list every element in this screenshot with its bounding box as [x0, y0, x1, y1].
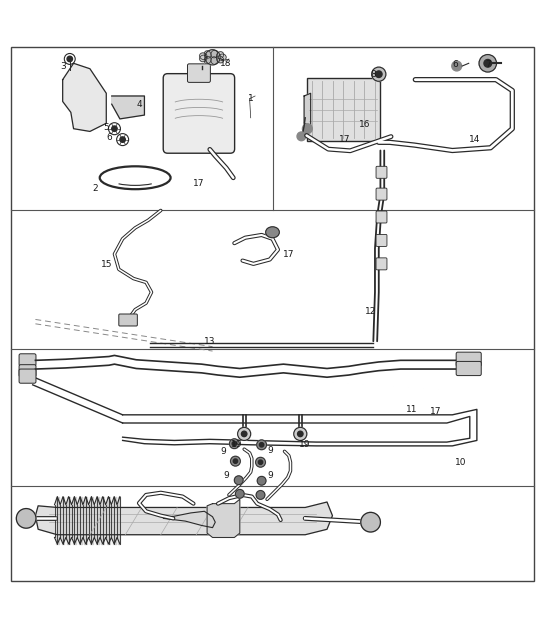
Circle shape: [16, 509, 36, 528]
Polygon shape: [35, 502, 332, 534]
Ellipse shape: [199, 55, 207, 62]
Circle shape: [108, 122, 120, 134]
Circle shape: [235, 489, 244, 498]
Text: 3: 3: [60, 62, 65, 70]
Text: 17: 17: [283, 249, 295, 259]
Ellipse shape: [199, 53, 207, 60]
Text: 17: 17: [193, 179, 205, 188]
Text: 18: 18: [220, 59, 232, 68]
Circle shape: [234, 476, 243, 485]
Circle shape: [232, 441, 237, 446]
Circle shape: [205, 50, 220, 65]
Ellipse shape: [216, 51, 223, 58]
Text: 17: 17: [339, 135, 351, 144]
Ellipse shape: [204, 51, 211, 58]
FancyBboxPatch shape: [19, 365, 36, 377]
Text: 9: 9: [267, 472, 272, 480]
FancyBboxPatch shape: [456, 362, 481, 376]
Ellipse shape: [100, 166, 171, 189]
Circle shape: [258, 460, 263, 465]
FancyBboxPatch shape: [19, 369, 36, 383]
Text: 5: 5: [104, 122, 109, 131]
Polygon shape: [63, 63, 106, 131]
Text: 8: 8: [371, 70, 376, 78]
Circle shape: [294, 428, 307, 440]
FancyBboxPatch shape: [19, 354, 36, 365]
Circle shape: [297, 132, 306, 141]
Polygon shape: [207, 499, 240, 538]
Circle shape: [67, 57, 72, 62]
Text: 10: 10: [455, 458, 467, 467]
Circle shape: [452, 61, 462, 71]
Circle shape: [117, 134, 129, 146]
Text: 9: 9: [267, 446, 272, 455]
Circle shape: [233, 459, 238, 463]
FancyBboxPatch shape: [376, 211, 387, 223]
Circle shape: [259, 443, 264, 447]
Ellipse shape: [211, 57, 217, 64]
FancyBboxPatch shape: [187, 64, 210, 82]
Circle shape: [372, 67, 386, 81]
Text: 9: 9: [223, 472, 229, 480]
Polygon shape: [112, 96, 144, 119]
Text: 9: 9: [221, 447, 226, 456]
FancyBboxPatch shape: [376, 188, 387, 200]
Circle shape: [376, 71, 382, 77]
Text: 16: 16: [359, 120, 371, 129]
Polygon shape: [164, 511, 215, 528]
Text: 12: 12: [365, 306, 376, 316]
FancyBboxPatch shape: [376, 258, 387, 270]
FancyBboxPatch shape: [456, 352, 481, 366]
Ellipse shape: [216, 56, 223, 63]
Circle shape: [256, 457, 265, 467]
Circle shape: [298, 431, 303, 436]
Text: 11: 11: [405, 405, 417, 414]
Circle shape: [241, 431, 247, 436]
Text: 13: 13: [204, 337, 216, 346]
Circle shape: [256, 490, 265, 499]
Text: 1: 1: [248, 94, 253, 103]
Circle shape: [257, 440, 267, 450]
Ellipse shape: [266, 227, 280, 238]
Circle shape: [257, 477, 266, 485]
Text: 6: 6: [452, 60, 458, 69]
Text: 17: 17: [430, 406, 442, 416]
Polygon shape: [304, 94, 311, 126]
Circle shape: [231, 457, 240, 466]
Ellipse shape: [211, 50, 217, 58]
Ellipse shape: [219, 54, 226, 60]
Circle shape: [229, 439, 239, 448]
Circle shape: [484, 60, 492, 67]
Text: 6: 6: [106, 134, 112, 143]
FancyBboxPatch shape: [376, 166, 387, 178]
Ellipse shape: [204, 57, 211, 64]
Circle shape: [238, 428, 251, 440]
FancyBboxPatch shape: [119, 314, 137, 326]
Circle shape: [112, 126, 117, 131]
Text: 4: 4: [136, 100, 142, 109]
Text: 14: 14: [469, 135, 480, 144]
FancyBboxPatch shape: [306, 78, 380, 141]
Circle shape: [479, 55, 496, 72]
Circle shape: [120, 137, 125, 143]
Circle shape: [302, 124, 312, 134]
Text: 15: 15: [100, 261, 112, 269]
FancyBboxPatch shape: [164, 73, 235, 153]
Circle shape: [361, 512, 380, 532]
Text: 2: 2: [93, 184, 98, 193]
Text: 7: 7: [485, 60, 490, 69]
Text: 19: 19: [299, 440, 311, 449]
Text: 19: 19: [231, 440, 243, 449]
FancyBboxPatch shape: [376, 234, 387, 246]
